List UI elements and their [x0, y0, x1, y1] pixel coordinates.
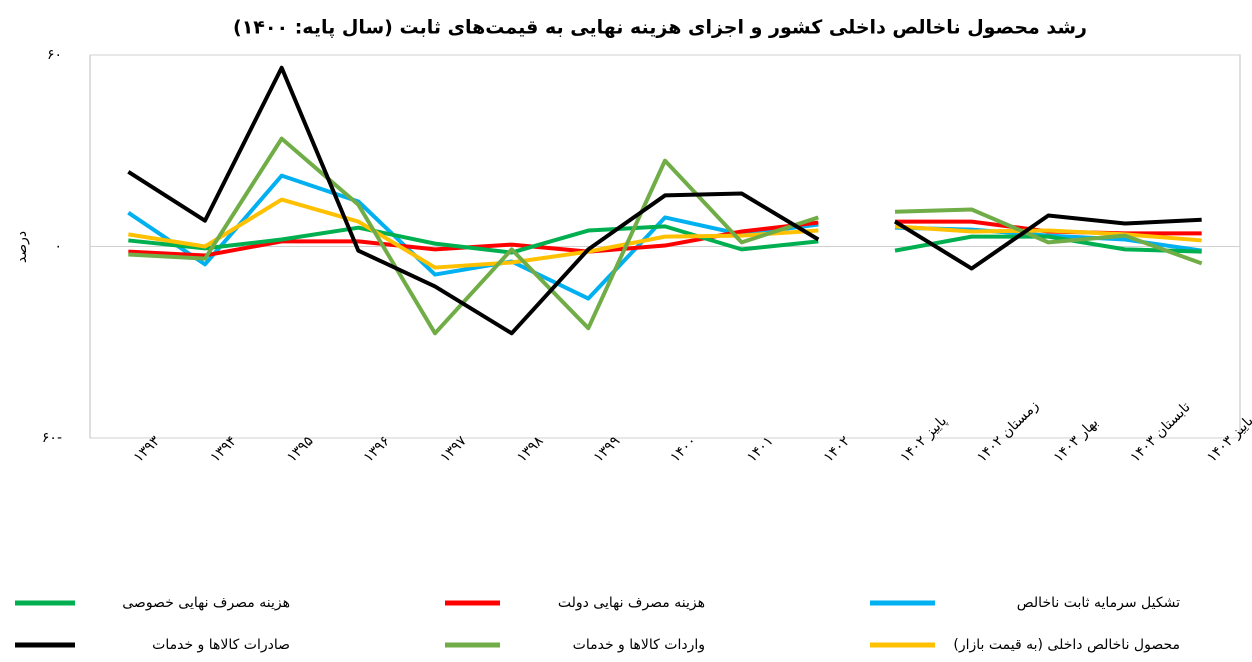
series-line: [894, 224, 1202, 243]
chart-title: رشد محصول ناخالص داخلی کشور و اجزای هزین…: [233, 17, 1087, 39]
legend-label: هزینه مصرف نهایی خصوصی: [122, 595, 290, 611]
x-tick-label: بهار ۱۴۰۳: [1051, 415, 1102, 466]
series-line: [894, 207, 1203, 266]
series-line: [893, 213, 1202, 271]
series-line: [894, 234, 1202, 254]
series-line: [128, 136, 819, 336]
legend-label: تشکیل سرمایه ثابت ناخالص: [1017, 595, 1180, 611]
y-tick-label: ۶۰: [47, 47, 62, 63]
x-tick-label: تابستان ۱۴۰۳: [1127, 399, 1193, 465]
legend-label: واردات کالاها و خدمات: [573, 637, 705, 653]
y-axis-label: درصد: [14, 231, 30, 263]
y-tick-label: ۶۰-: [42, 430, 62, 446]
x-tick-label: پاییز ۱۴۰۳: [1204, 413, 1252, 466]
series-line: [127, 65, 820, 336]
y-tick-label: ۰: [54, 239, 62, 255]
legend-label: هزینه مصرف نهایی دولت: [558, 595, 705, 611]
x-tick-label: پاییز ۱۴۰۲: [897, 413, 950, 466]
legend-label: صادرات کالاها و خدمات: [152, 637, 290, 653]
legend-label: محصول ناخالص داخلی (به قیمت بازار): [953, 637, 1180, 653]
series-line: [127, 173, 819, 301]
x-tick-label: زمستان ۱۴۰۲: [974, 398, 1042, 466]
series-line: [128, 197, 819, 270]
